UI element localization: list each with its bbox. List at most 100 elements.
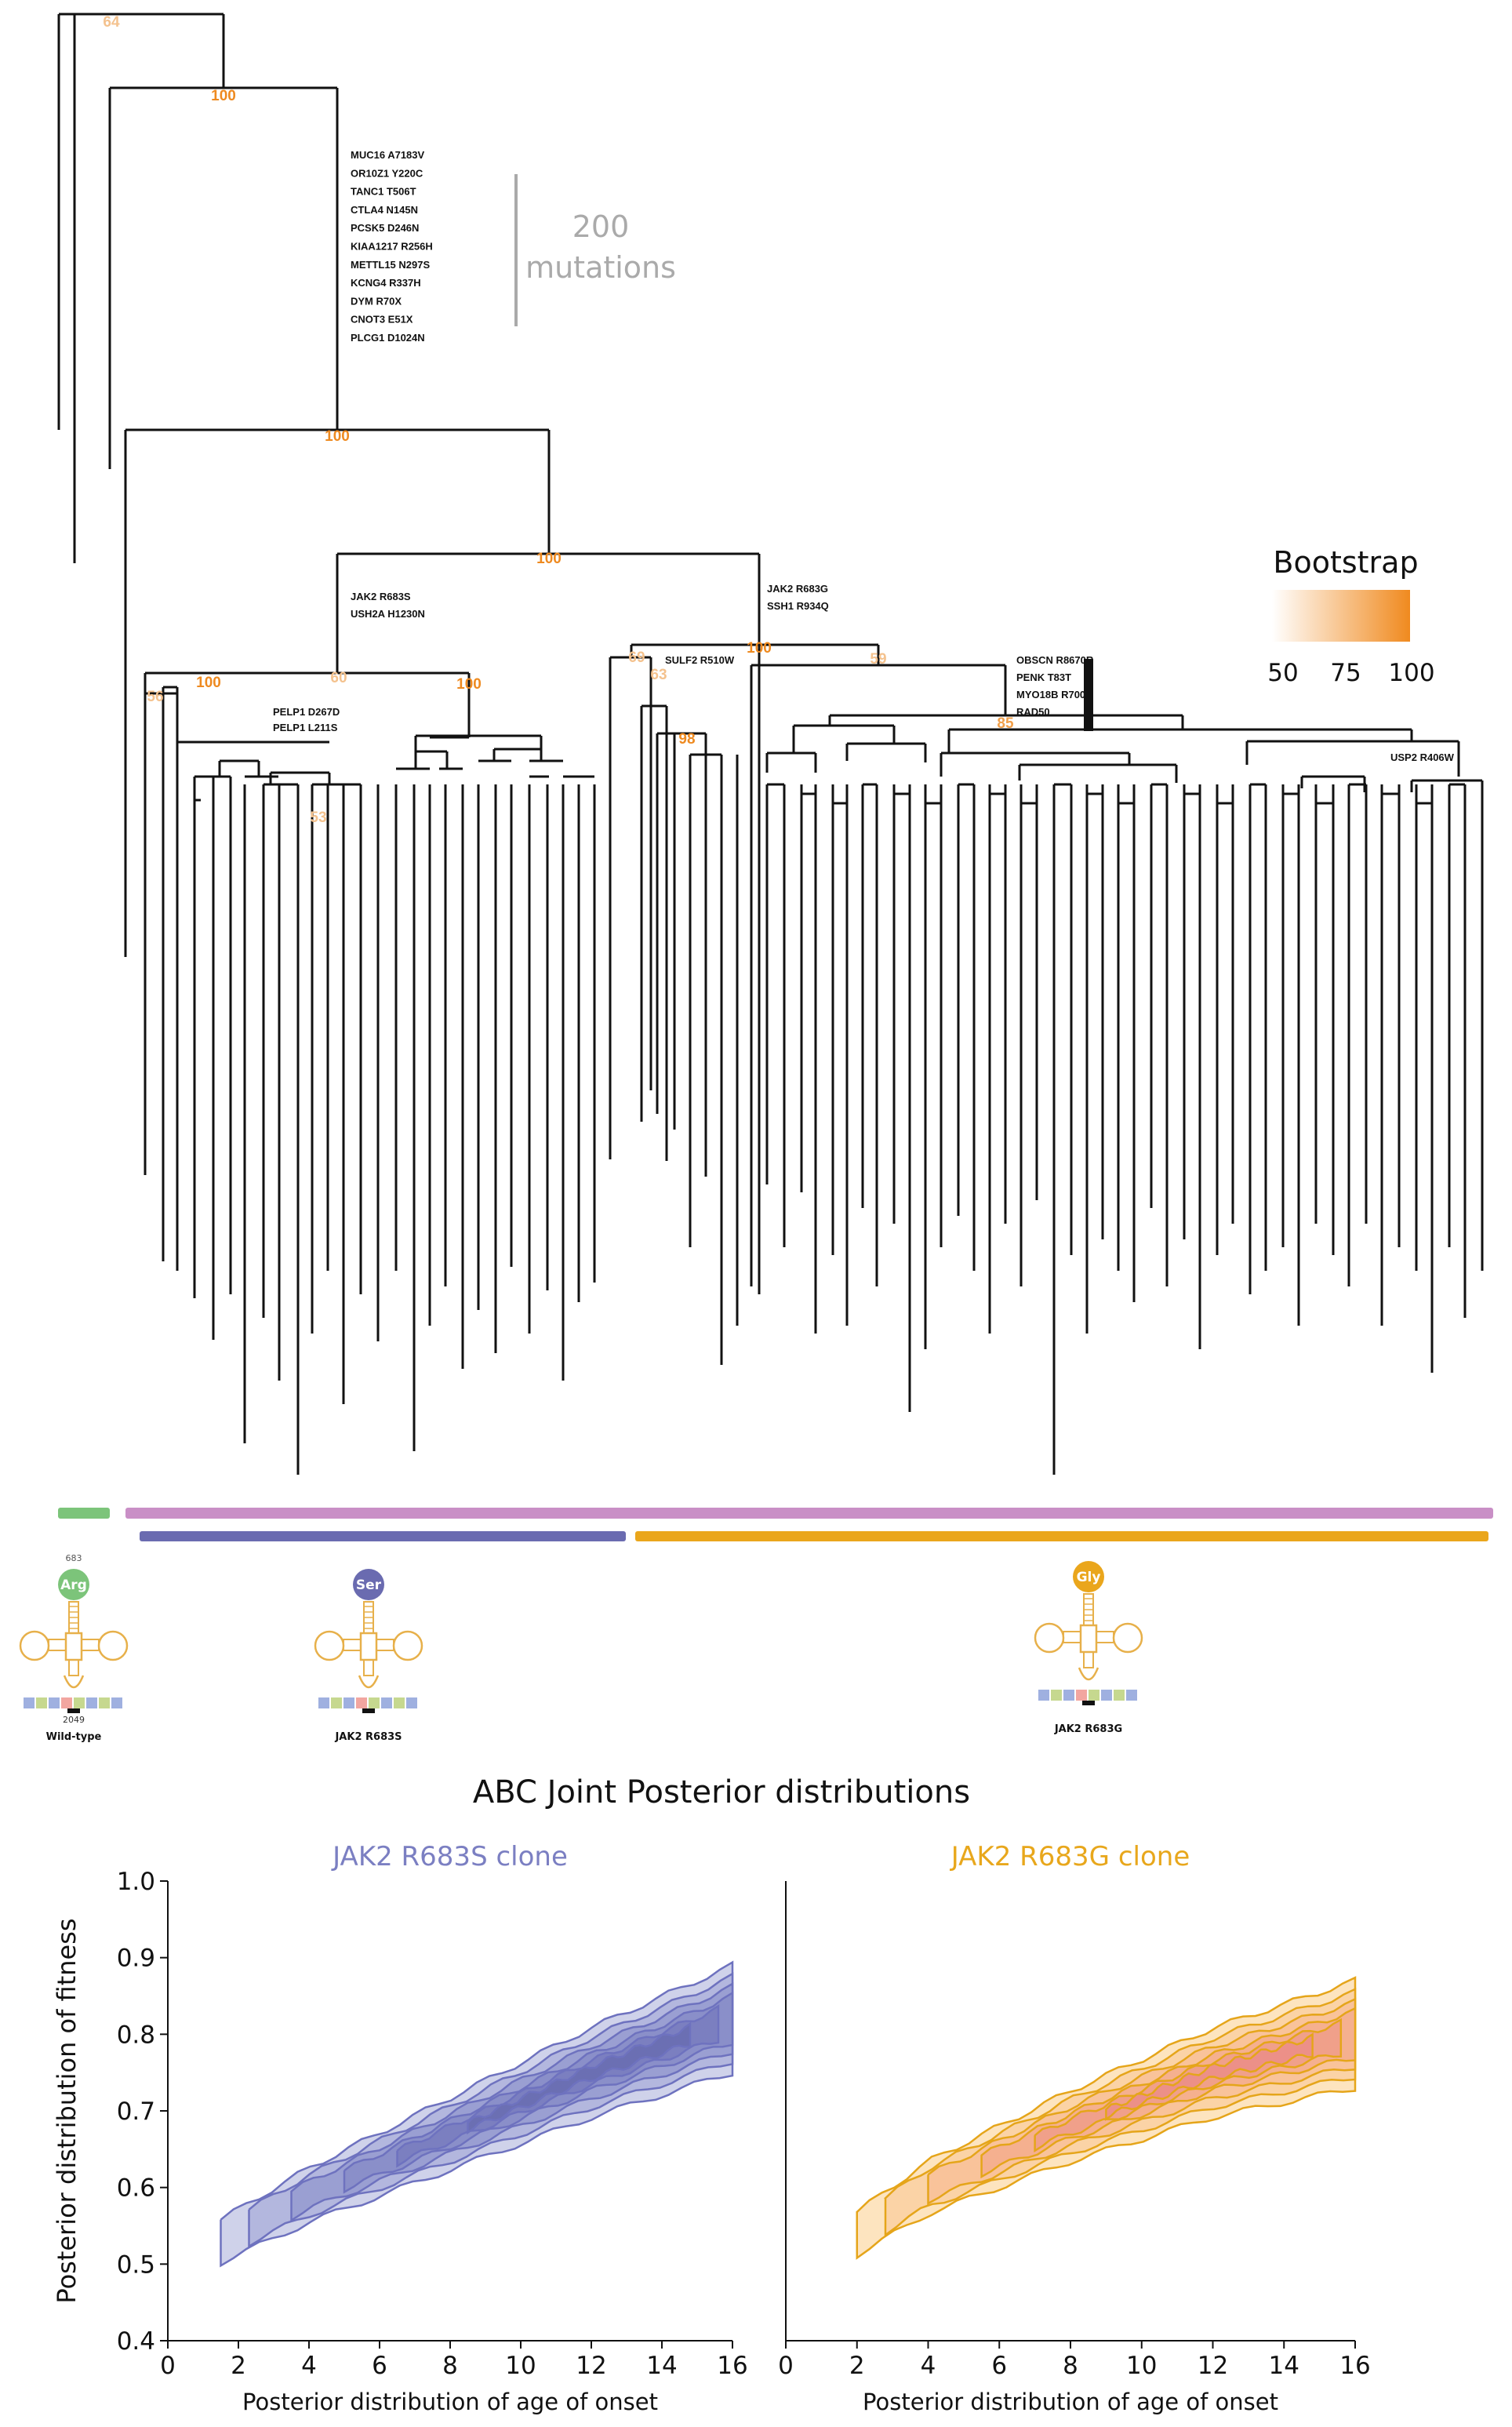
legend-tick-50: 50 (1267, 659, 1298, 687)
x-tick-label: 2 (849, 2352, 865, 2380)
clone-bar-wildtype (58, 1508, 110, 1519)
mutation-label: USH2A H1230N (351, 608, 425, 620)
scale-unit: mutations (525, 250, 676, 285)
top-mutation-list: MUC16 A7183V OR10Z1 Y220C TANC1 T506T CTLA4… (351, 149, 433, 344)
x-tick-label: 8 (1063, 2352, 1078, 2380)
trna-anticodon-loop (63, 1675, 85, 1689)
contour-level (1105, 2032, 1314, 2121)
x-axis-label: Posterior distribution of age of onset (242, 2389, 658, 2415)
codon-cell (1051, 1690, 1062, 1701)
y-tick-label: 0.7 (117, 2098, 155, 2126)
codon-cell (406, 1697, 417, 1708)
legend-title: Bootstrap (1273, 545, 1418, 580)
amino-acid-label: Arg (60, 1577, 87, 1593)
codon-cell (74, 1697, 85, 1708)
y-tick-label: 0.4 (117, 2327, 155, 2356)
contour-chart-r683s: JAK2 R683S clone 0 2 4 6 8 10 12 14 16 0.4 0.5 0.6 0.… (52, 1841, 748, 2415)
codon-cell (381, 1697, 392, 1708)
mutation-label: JAK2 R683S (351, 591, 411, 602)
mutation-label: METTL15 N297S (351, 259, 430, 271)
jak2-r683s-mutations: JAK2 R683S USH2A H1230N (351, 591, 425, 620)
bootstrap-value: 100 (456, 676, 482, 693)
codon-cell (318, 1697, 329, 1708)
mutation-label: SSH1 R934Q (767, 600, 829, 612)
x-tick-label: 8 (442, 2352, 458, 2380)
trna-left-loop (314, 1630, 345, 1661)
x-tick-label: 10 (1126, 2352, 1157, 2380)
bootstrap-value: 53 (310, 810, 326, 826)
trna-left-loop (1034, 1622, 1065, 1654)
x-tick-label: 6 (372, 2352, 387, 2380)
section-title: ABC Joint Posterior distributions (473, 1774, 970, 1810)
x-tick-label: 10 (505, 2352, 536, 2380)
x-tick-label: 12 (1198, 2352, 1228, 2380)
codon-cell (1114, 1690, 1125, 1701)
bootstrap-value: 100 (536, 551, 562, 567)
clone-bar-r683s (140, 1531, 626, 1541)
trna-r683g: Gly JAK2 R683G (1034, 1561, 1143, 1735)
jak2-r683g-mutations: JAK2 R683G SSH1 R934Q (767, 583, 829, 612)
bootstrap-value: 69 (628, 650, 645, 666)
codon-cell (331, 1697, 342, 1708)
bootstrap-value: 100 (325, 428, 350, 445)
codon-cell (394, 1697, 405, 1708)
codon-cell (343, 1697, 354, 1708)
codon-cell (1101, 1690, 1112, 1701)
x-tick-label: 16 (717, 2352, 747, 2380)
x-tick-label: 14 (1269, 2352, 1299, 2380)
amino-acid-circle (58, 1569, 89, 1600)
trna-anticodon-loop (358, 1675, 380, 1689)
codon-cell (36, 1697, 47, 1708)
legend-gradient (1272, 590, 1410, 642)
mutation-label: PLCG1 D1024N (351, 332, 425, 344)
trna-wildtype: 683 Arg 2049 Wild-type (19, 1553, 129, 1743)
trna-label: Wild-type (46, 1731, 102, 1743)
codon-cell (49, 1697, 60, 1708)
codon-cell (1063, 1690, 1074, 1701)
bootstrap-values: 64 100 100 100 56 100 60 100 53 69 63 98 100 59 85 (103, 14, 1014, 826)
codon-cell (86, 1697, 97, 1708)
amino-acid-circle (1073, 1561, 1104, 1592)
mutation-label: CNOT3 E51X (351, 314, 413, 326)
trna-right-loop (392, 1630, 423, 1661)
mutation-label: OR10Z1 Y220C (351, 167, 423, 179)
x-tick-label: 16 (1339, 2352, 1370, 2380)
chart-title: JAK2 R683S clone (331, 1841, 568, 1872)
mutation-label: KIAA1217 R256H (351, 241, 433, 253)
x-tick-label: 14 (646, 2352, 677, 2380)
codon-cell (356, 1697, 367, 1708)
mutation-label: PENK T83T (1016, 671, 1071, 683)
x-tick-label: 4 (921, 2352, 936, 2380)
y-tick-label: 0.5 (117, 2251, 155, 2279)
x-tick-label: 2 (231, 2352, 246, 2380)
bootstrap-value: 59 (870, 651, 886, 668)
bootstrap-value: 100 (211, 88, 236, 104)
contour-chart-r683g: JAK2 R683G clone 0 2 4 6 8 10 12 14 16 Posterior d… (778, 1841, 1371, 2415)
x-tick-label: 6 (991, 2352, 1007, 2380)
trna-label: JAK2 R683S (334, 1731, 402, 1743)
phylogenetic-tree (57, 13, 1484, 1475)
codon-cell (1076, 1690, 1087, 1701)
legend-tick-100: 100 (1388, 659, 1434, 687)
mutation-label: OBSCN R8670R (1016, 654, 1094, 666)
x-tick-label: 0 (778, 2352, 794, 2380)
x-axis-label: Posterior distribution of age of onset (863, 2389, 1278, 2415)
mutation-label: CTLA4 N145N (351, 204, 418, 216)
codon-cell (111, 1697, 122, 1708)
amino-acid-label: Gly (1077, 1570, 1101, 1585)
bootstrap-value: 98 (678, 731, 695, 748)
contour-level (467, 2021, 692, 2135)
mutation-label: RAD50 (1016, 706, 1050, 718)
mutation-label: TANC1 T506T (351, 186, 416, 198)
mutation-scale-bar: 200 mutations (514, 174, 676, 326)
bootstrap-legend: Bootstrap 50 75 100 (1267, 545, 1434, 687)
pelp1-mutations: PELP1 D267D PELP1 L211S (273, 706, 340, 733)
mutation-label: KCNG4 R337H (351, 277, 421, 289)
clone-bars (58, 1508, 1493, 1541)
bootstrap-value: 60 (330, 670, 347, 686)
y-tick-label: 0.6 (117, 2174, 155, 2203)
legend-tick-75: 75 (1330, 659, 1361, 687)
x-tick-label: 0 (160, 2352, 176, 2380)
obscn-mutations: OBSCN R8670R PENK T83T MYO18B R700Q RAD50 (1016, 654, 1094, 718)
